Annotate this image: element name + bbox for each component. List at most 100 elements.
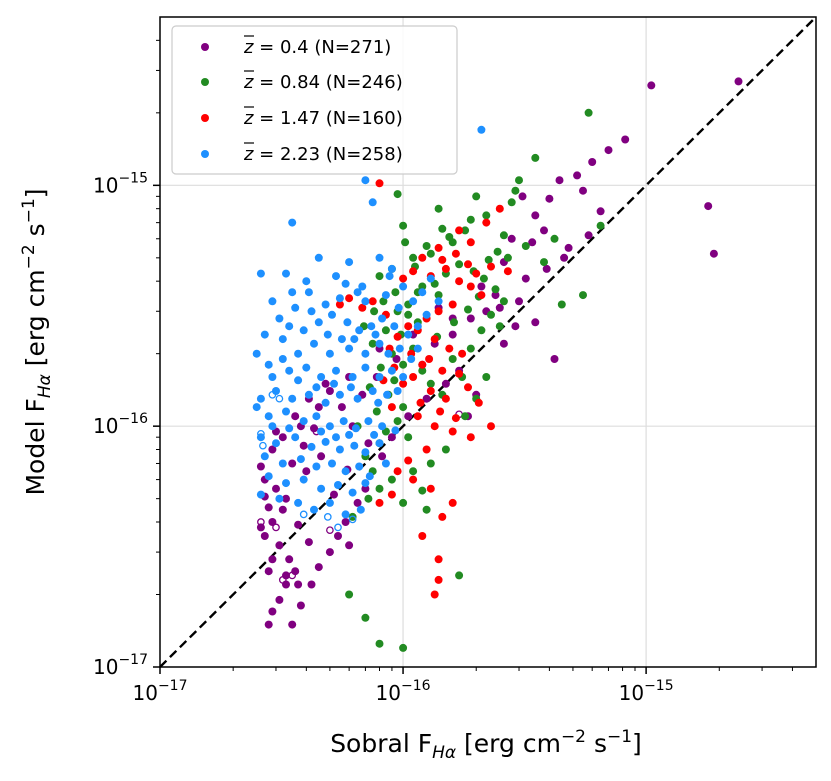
- legend-marker-1: [201, 78, 209, 86]
- data-point: [321, 437, 330, 446]
- data-point: [531, 153, 540, 162]
- data-point: [368, 387, 377, 395]
- data-point-open: [259, 441, 267, 450]
- data-point: [264, 503, 273, 512]
- data-point: [422, 394, 431, 403]
- data-point: [399, 498, 408, 507]
- data-point: [564, 243, 573, 252]
- data-point: [345, 541, 354, 550]
- data-point: [550, 355, 559, 363]
- data-point: [268, 422, 277, 431]
- data-point: [299, 326, 308, 335]
- data-point: [466, 282, 475, 291]
- data-point: [348, 373, 357, 381]
- data-point: [466, 433, 475, 442]
- data-point: [464, 383, 472, 392]
- data-point: [448, 300, 457, 309]
- data-point: [285, 366, 294, 375]
- data-point: [393, 190, 402, 199]
- data-point: [413, 344, 422, 353]
- data-point: [515, 297, 523, 306]
- data-point: [495, 322, 504, 331]
- data-point: [375, 179, 384, 188]
- data-point: [540, 258, 548, 267]
- data-point: [361, 297, 370, 306]
- data-point: [455, 571, 464, 580]
- data-point: [375, 373, 384, 381]
- y-tick-label: 10−15: [93, 170, 148, 197]
- data-point: [288, 394, 297, 403]
- data-point: [394, 303, 403, 312]
- data-point: [503, 253, 512, 262]
- data-point: [355, 326, 364, 335]
- data-point: [350, 335, 359, 344]
- data-point: [404, 412, 413, 421]
- data-point: [346, 383, 355, 392]
- data-point: [426, 249, 435, 258]
- data-point: [392, 355, 401, 363]
- data-point: [499, 231, 508, 240]
- data-point: [393, 417, 402, 426]
- data-point: [426, 387, 435, 395]
- data-point: [375, 498, 384, 507]
- data-point: [353, 394, 362, 403]
- data-point: [441, 264, 450, 273]
- data-point-open: [257, 518, 265, 526]
- data-point: [372, 407, 381, 416]
- data-point: [413, 322, 422, 331]
- data-point: [375, 339, 384, 348]
- data-point: [647, 81, 656, 90]
- data-point: [376, 363, 385, 372]
- data-point: [268, 445, 277, 454]
- data-point: [294, 349, 303, 358]
- data-point: [268, 373, 277, 381]
- data-point: [507, 234, 516, 243]
- legend-marker-3: [201, 150, 209, 158]
- data-point: [434, 297, 443, 306]
- series-3: [252, 125, 486, 532]
- data-point: [418, 360, 427, 369]
- data-point: [441, 379, 450, 388]
- data-point: [399, 403, 408, 412]
- data-point: [364, 439, 373, 448]
- data-point: [285, 322, 294, 331]
- data-point: [430, 422, 439, 431]
- data-point: [390, 322, 399, 331]
- data-point: [401, 238, 410, 247]
- data-point: [317, 484, 326, 493]
- data-point: [391, 426, 400, 435]
- data-point: [332, 272, 340, 281]
- x-tick-label: 10−16: [376, 678, 431, 705]
- data-point-open: [348, 515, 357, 524]
- data-point-open: [272, 523, 280, 532]
- data-point: [304, 288, 313, 297]
- data-point: [507, 198, 516, 207]
- data-point: [341, 518, 350, 526]
- data-point: [573, 171, 582, 180]
- data-point: [404, 456, 413, 465]
- data-point: [418, 282, 427, 291]
- data-point: [399, 373, 408, 381]
- data-point: [472, 192, 481, 201]
- data-point: [584, 231, 593, 240]
- data-point: [294, 520, 303, 529]
- data-point: [278, 433, 287, 442]
- data-point: [299, 441, 308, 450]
- data-point: [438, 366, 447, 375]
- data-point: [466, 238, 475, 247]
- data-point: [451, 414, 460, 423]
- data-point: [418, 288, 427, 297]
- axes-frame: [159, 16, 817, 668]
- data-point: [430, 590, 439, 599]
- x-tick-label: 10−17: [133, 678, 188, 705]
- data-point: [264, 620, 273, 629]
- data-point: [299, 475, 308, 484]
- data-point: [264, 567, 273, 576]
- data-point: [312, 383, 321, 392]
- data-point: [361, 613, 370, 622]
- data-point: [278, 459, 287, 468]
- data-point: [604, 146, 613, 155]
- data-point: [348, 512, 357, 521]
- data-point: [371, 330, 380, 339]
- data-point: [264, 412, 273, 421]
